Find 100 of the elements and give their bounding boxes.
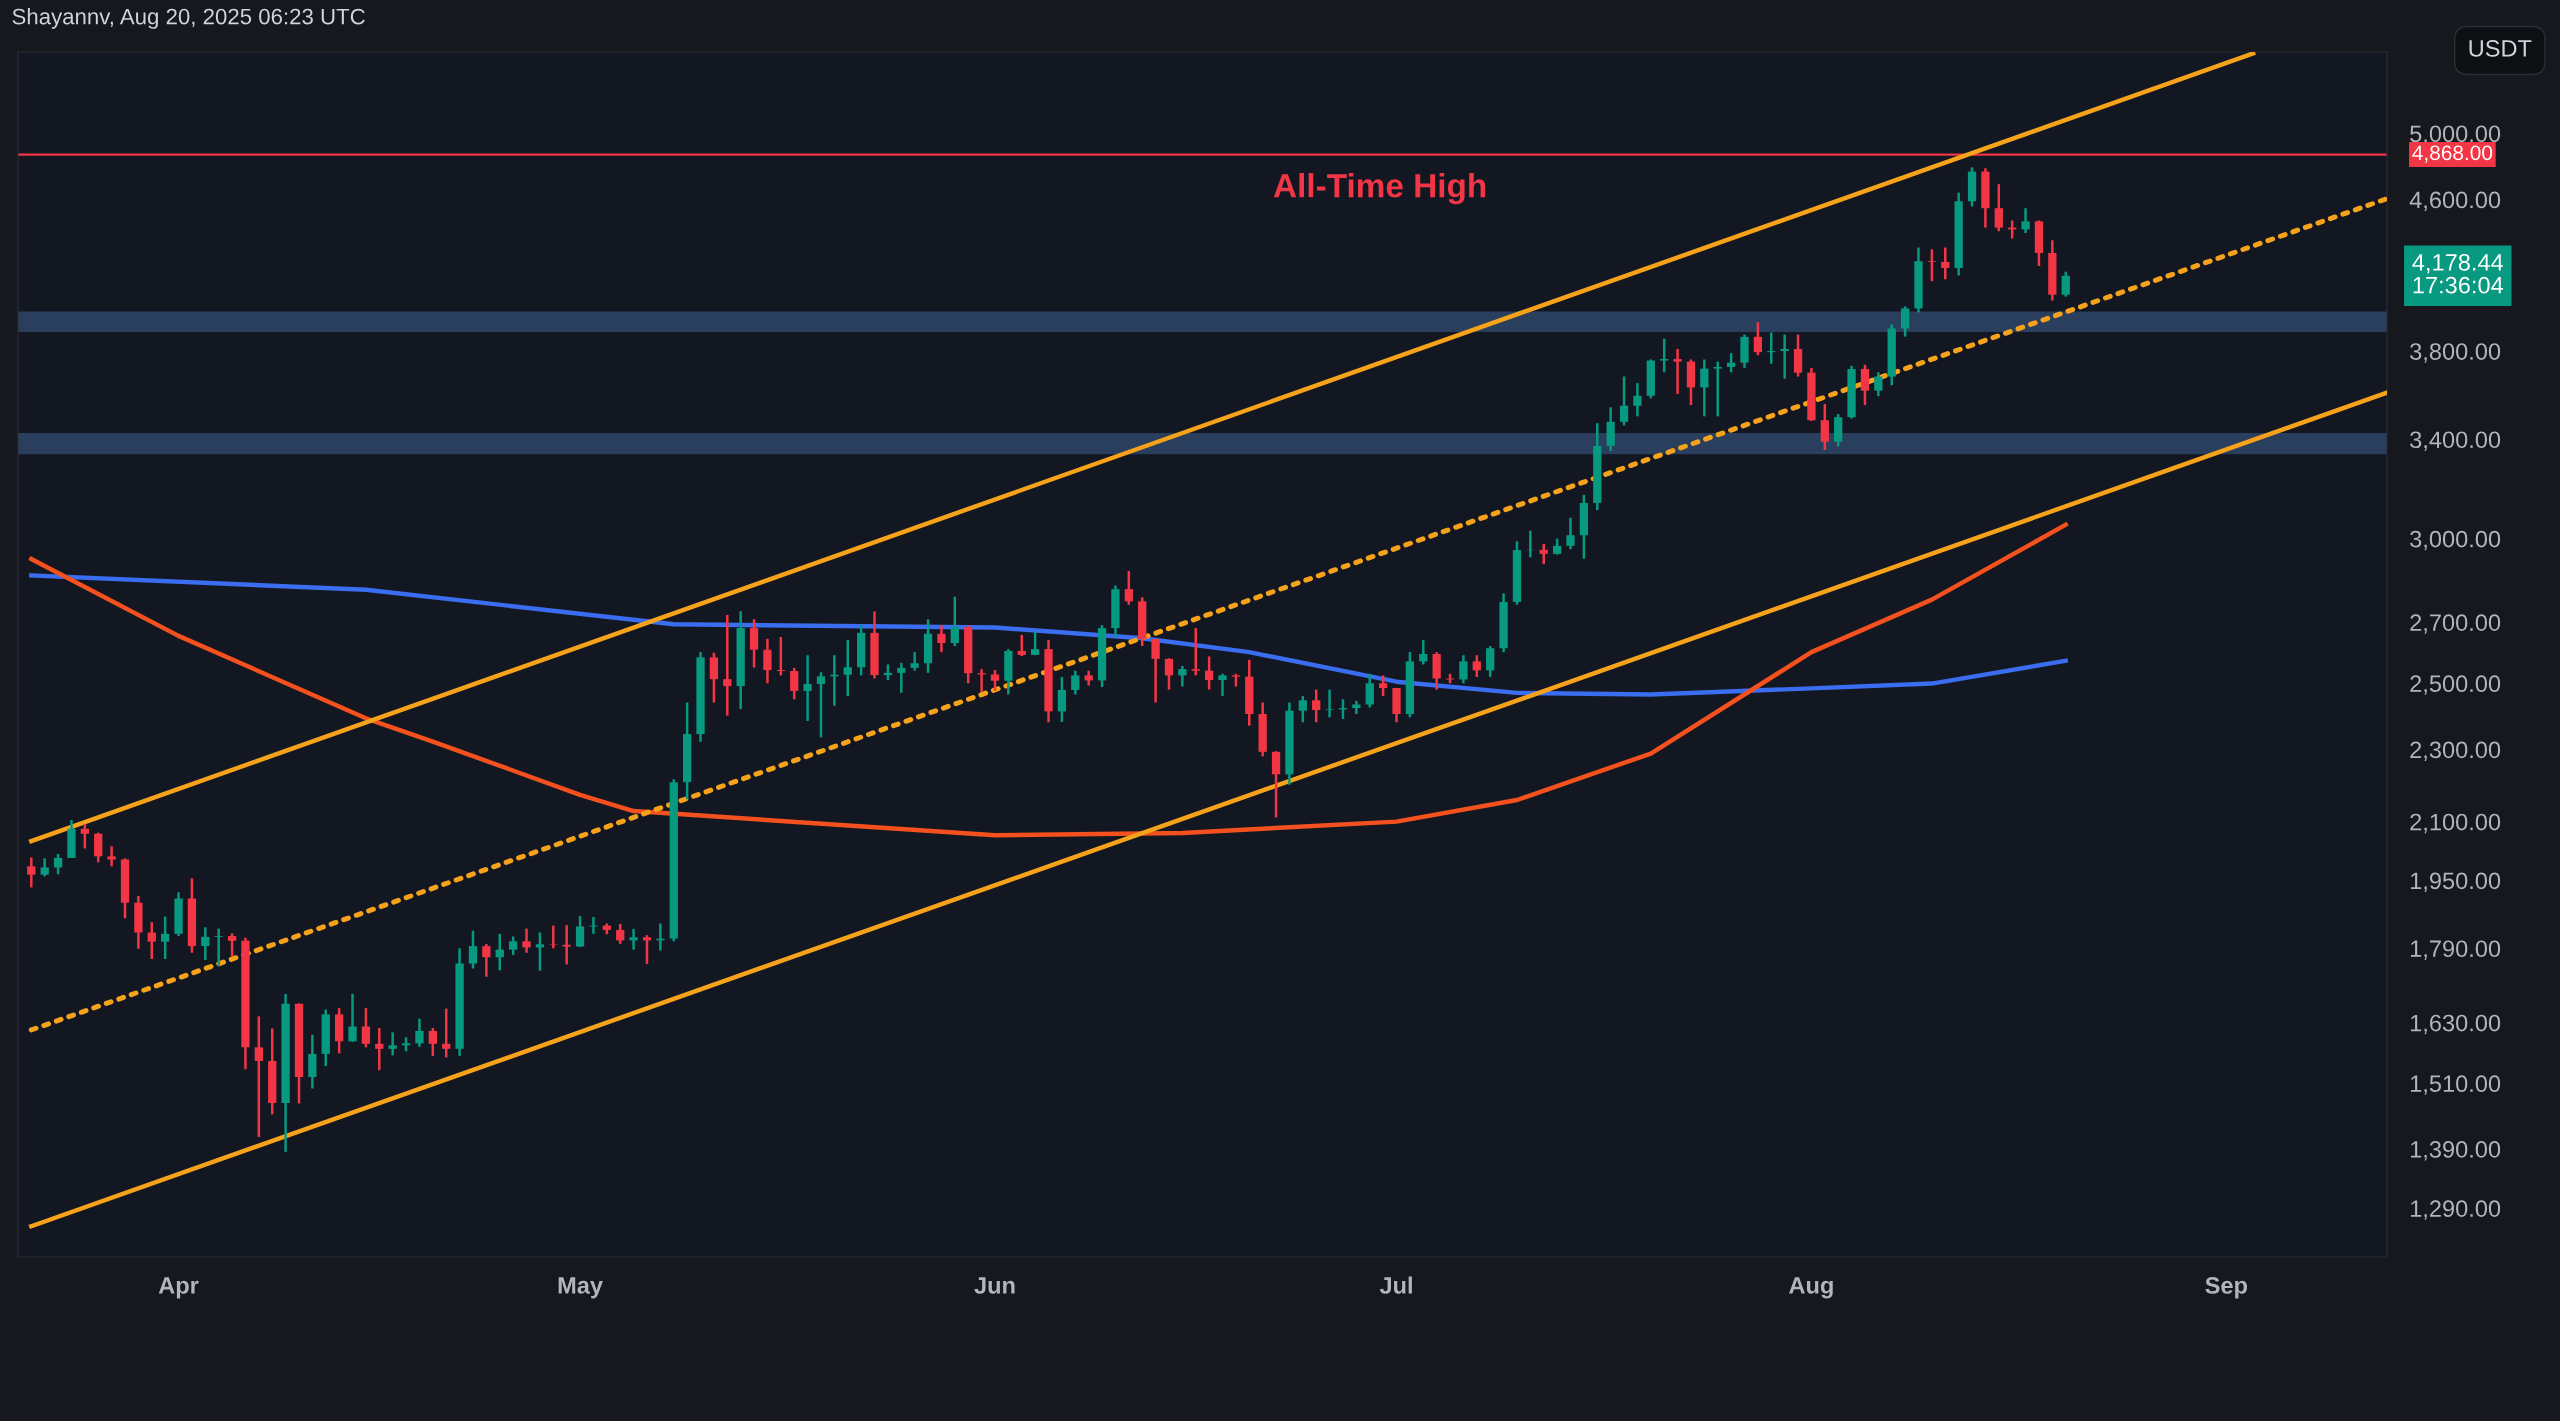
candlestick [897, 661, 906, 695]
candlestick [709, 651, 719, 704]
candlestick [201, 926, 210, 962]
candlestick [1860, 363, 1870, 407]
candlestick [40, 857, 49, 878]
candlestick [107, 844, 116, 868]
candlestick [843, 638, 852, 698]
candlestick [1071, 669, 1080, 696]
candlestick [1660, 337, 1669, 374]
candlestick [1419, 638, 1428, 666]
candlestick [1700, 358, 1709, 418]
candlestick [94, 831, 103, 864]
candlestick [723, 613, 732, 717]
candlestick [388, 1031, 397, 1057]
y-tick-label: 2,100.00 [2410, 813, 2501, 834]
candlestick [214, 927, 223, 968]
y-tick-label: 3,800.00 [2410, 343, 2501, 363]
candlestick [1486, 644, 1495, 679]
candlestick [642, 933, 652, 966]
y-tick-label: 1,790.00 [2410, 940, 2501, 960]
x-tick-label: May [558, 1277, 603, 1299]
candlestick [803, 653, 812, 723]
candlestick [535, 931, 545, 973]
candlestick [1726, 351, 1736, 374]
candlestick [2061, 270, 2070, 298]
candlestick [468, 929, 478, 970]
candlestick [1218, 672, 1227, 698]
text: 17:36:04 [2413, 276, 2504, 294]
candlestick [937, 623, 946, 654]
y-tick-label: 3,400.00 [2410, 431, 2501, 451]
candlestick [1673, 347, 1682, 396]
candlestick [749, 618, 759, 669]
candlestick [616, 922, 625, 946]
candlestick [1312, 688, 1321, 724]
candlestick [1325, 688, 1334, 719]
candlestick [375, 1026, 384, 1072]
candlestick [1941, 246, 1950, 281]
candlestick [1191, 626, 1200, 677]
candlestick [522, 927, 531, 955]
y-tick-label: 1,510.00 [2410, 1075, 2501, 1095]
candlestick [1633, 381, 1642, 418]
candlestick [1927, 248, 1937, 283]
candlestick [910, 650, 919, 672]
y-tick-label: 2,300.00 [2410, 741, 2501, 761]
candlestick [1057, 675, 1067, 724]
x-tick-label: Apr [158, 1277, 199, 1299]
y-tick-label: 5,000.00 [2410, 125, 2501, 145]
candlestick [1753, 320, 1763, 357]
candlestick [1874, 371, 1883, 398]
candlestick [361, 1006, 371, 1049]
x-tick-label: Jun [974, 1277, 1015, 1294]
candlestick [1619, 375, 1629, 427]
candlestick [1017, 633, 1026, 658]
candlestick [990, 668, 1000, 693]
candlestick [1780, 333, 1789, 380]
candlestick [1204, 655, 1214, 691]
candlestick [1378, 674, 1388, 698]
candlestick [254, 1015, 263, 1139]
x-tick-label: Jul [1379, 1276, 1412, 1294]
candlestick [1459, 653, 1468, 685]
candlestick [442, 1007, 451, 1059]
candlestick [27, 856, 36, 889]
candlestick [1566, 516, 1575, 551]
candlestick [227, 932, 237, 958]
candlestick [1178, 664, 1187, 688]
line-series [29, 573, 2068, 697]
y-tick-label: 1,390.00 [2410, 1141, 2501, 1161]
candlestick [1151, 637, 1160, 704]
candlestick [1793, 333, 1803, 378]
candlestick [562, 923, 571, 966]
candlestick [816, 671, 826, 739]
candlestick [80, 822, 89, 850]
y-tick-label: 3,000.00 [2410, 530, 2501, 551]
candlestick [1271, 749, 1281, 819]
candlestick [161, 915, 170, 961]
chart-title: Shayannv, Aug 20, 2025 06:23 UTC [12, 8, 365, 29]
candlestick [629, 927, 638, 951]
candlestick [1713, 360, 1722, 418]
candlestick [790, 666, 799, 701]
candlestick [508, 935, 518, 957]
candlestick [415, 1017, 424, 1049]
candlestick [1820, 402, 1829, 452]
candlestick [763, 637, 772, 685]
y-tick-label: 2,700.00 [2410, 614, 2501, 634]
candlestick [977, 667, 986, 694]
candlestick [1298, 694, 1307, 724]
candlestick [482, 942, 491, 978]
candlestick [950, 595, 959, 648]
candlestick [2021, 206, 2030, 235]
x-tick-label: Aug [1789, 1277, 1833, 1299]
annotation: All-Time High [1273, 173, 1486, 205]
candlestick [1365, 672, 1374, 709]
candlestick [1164, 657, 1174, 691]
candlestick [1124, 569, 1133, 607]
candlestick [549, 924, 558, 950]
candlestick [575, 914, 585, 949]
candlestick [1472, 653, 1481, 679]
candlestick [1994, 182, 2003, 233]
ref-line-label: 4,868.00 [2412, 145, 2493, 163]
candlestick [1352, 699, 1361, 716]
